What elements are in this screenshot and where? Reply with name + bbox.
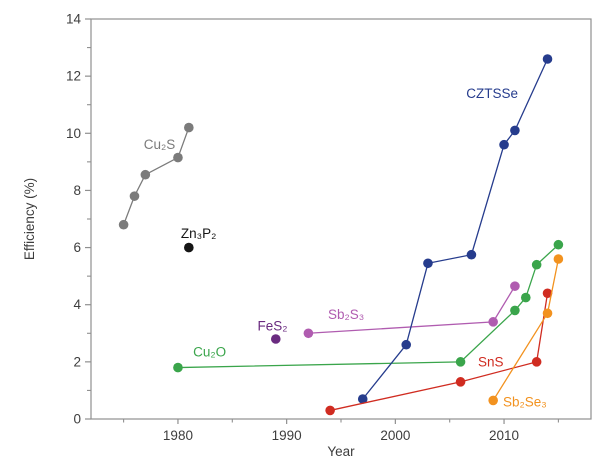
x-tick-label: 1980 [163,428,193,443]
series-label-FeS2: FeS₂ [258,319,288,334]
series-line-Sb2Se3 [492,258,560,401]
data-point-Cu2O [455,357,466,367]
data-point-Sb2Se3 [488,395,498,406]
series-Zn3P2: Zn₃P₂ [181,226,217,253]
x-tick-label: 2010 [489,428,519,443]
data-point-CZTSSe [510,125,520,136]
data-point-Cu2O [531,259,542,270]
y-tick-label: 4 [73,297,81,312]
series-label-Zn3P2: Zn₃P₂ [181,226,217,241]
data-point-Cu2S [118,219,129,230]
data-point-CZTSSe [466,249,477,260]
y-tick-label: 2 [73,354,81,369]
series-CZTSSe: CZTSSe [357,54,553,404]
x-axis-title: Year [327,444,355,459]
series-FeS2: FeS₂ [258,319,288,344]
data-point-Zn3P2 [184,242,194,253]
x-tick-label: 2000 [380,428,410,443]
series-label-CZTSSe: CZTSSe [466,86,518,101]
series-line-CZTSSe [362,58,549,400]
series-Cu2O: Cu₂O [173,239,564,373]
series-Sb2Se3: Sb₂Se₃ [488,254,564,409]
y-tick-label: 10 [66,126,81,141]
data-point-Sb2Se3 [542,308,553,319]
data-point-Cu2O [520,292,531,303]
data-point-SnS [455,377,466,387]
series-label-Cu2S: Cu₂S [144,137,176,152]
data-point-Cu2S [140,169,151,180]
data-point-Sb2S3 [510,281,520,291]
series-label-Sb2Se3: Sb₂Se₃ [503,394,547,409]
data-point-CZTSSe [542,54,553,64]
data-point-SnS [542,288,553,299]
data-point-CZTSSe [401,339,412,350]
data-point-SnS [325,405,335,416]
y-tick-label: 14 [66,12,82,27]
series-line-Cu2O [177,244,559,369]
data-point-Cu2S [184,122,194,133]
plot-frame [90,18,592,420]
y-tick-label: 0 [73,412,81,427]
data-point-Sb2S3 [488,317,498,327]
data-point-CZTSSe [499,139,509,150]
y-tick-label: 8 [73,183,81,198]
x-tick-label: 1990 [272,428,302,443]
series-Sb2S3: Sb₂S₃ [303,281,520,339]
data-point-Sb2Se3 [553,254,564,264]
series-SnS: SnS [325,288,553,416]
series-label-Cu2O: Cu₂O [193,344,226,359]
data-point-CZTSSe [357,394,368,404]
data-point-CZTSSe [423,258,433,269]
series-Cu2S: Cu₂S [118,122,194,230]
data-point-SnS [531,357,542,367]
series-line-SnS [329,293,549,412]
data-point-FeS2 [270,334,281,344]
data-point-Sb2S3 [303,328,314,339]
series-label-Sb2S3: Sb₂S₃ [328,307,364,322]
data-point-Cu2S [173,152,183,163]
data-point-Cu2O [553,239,564,250]
series-label-SnS: SnS [478,354,504,369]
data-point-Cu2S [129,191,140,201]
data-point-Cu2O [173,362,183,373]
y-axis-title: Efficiency (%) [22,177,37,261]
y-tick-label: 6 [73,240,81,255]
data-point-Cu2O [510,305,520,316]
y-tick-label: 12 [66,69,81,84]
